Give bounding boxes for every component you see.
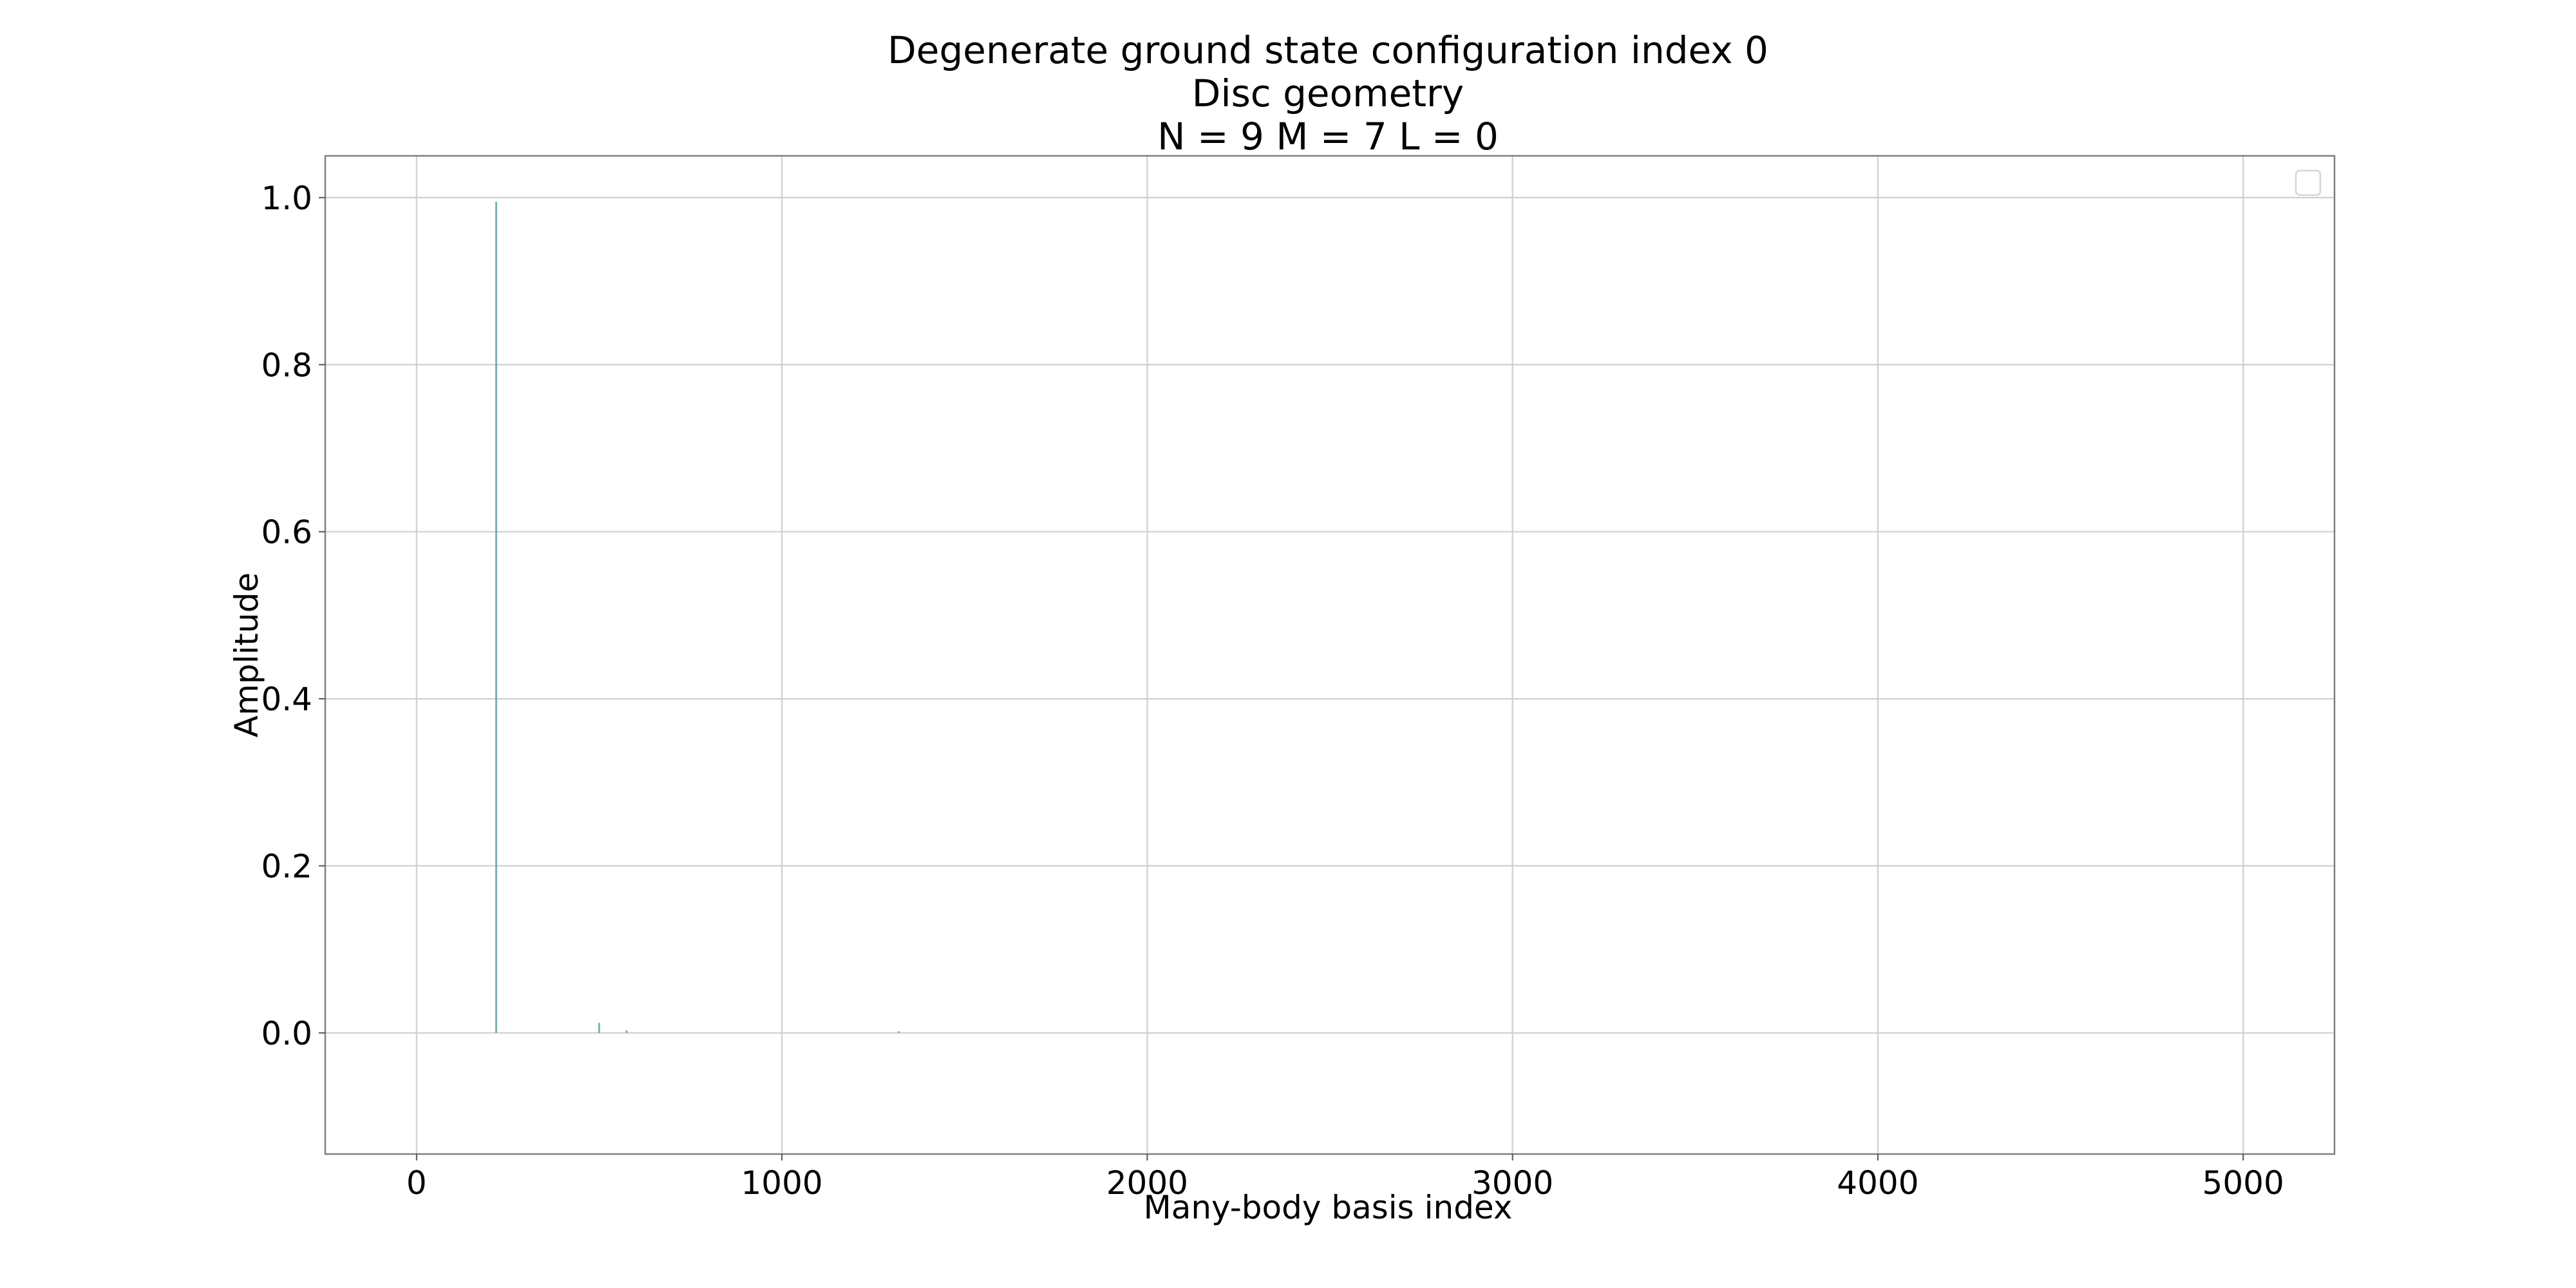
y-tick-label: 0.6	[261, 514, 312, 551]
amplitude-bars	[495, 202, 900, 1033]
legend-box	[2295, 169, 2322, 196]
chart-title: Degenerate ground state configuration in…	[887, 28, 1768, 158]
x-tick-label: 4000	[1837, 1164, 1918, 1202]
grid-lines	[325, 156, 2334, 1154]
y-tick-label: 0.2	[261, 848, 312, 886]
title-line-2: Disc geometry	[1192, 71, 1464, 115]
title-line-1: Degenerate ground state configuration in…	[887, 28, 1768, 72]
x-tick-label: 2000	[1106, 1164, 1188, 1202]
x-tick-label: 3000	[1472, 1164, 1553, 1202]
plot-area-frame	[324, 155, 2336, 1155]
x-tick-label: 1000	[741, 1164, 822, 1202]
title-line-3: N = 9 M = 7 L = 0	[1157, 115, 1499, 158]
x-tick-label: 0	[406, 1164, 427, 1202]
y-tick-label: 0.0	[261, 1015, 312, 1052]
y-tick-label: 0.4	[261, 681, 312, 718]
x-tick-label: 5000	[2202, 1164, 2284, 1202]
x-axis-ticks: 0 1000 2000 3000 4000 5000	[406, 1154, 2284, 1202]
y-tick-label: 0.8	[261, 346, 312, 384]
y-axis-ticks: 0.0 0.2 0.4 0.6 0.8 1.0	[261, 180, 325, 1052]
y-tick-label: 1.0	[261, 180, 312, 217]
x-axis-label: Many-body basis index	[1144, 1189, 1513, 1226]
y-axis-label: Amplitude	[228, 573, 265, 737]
